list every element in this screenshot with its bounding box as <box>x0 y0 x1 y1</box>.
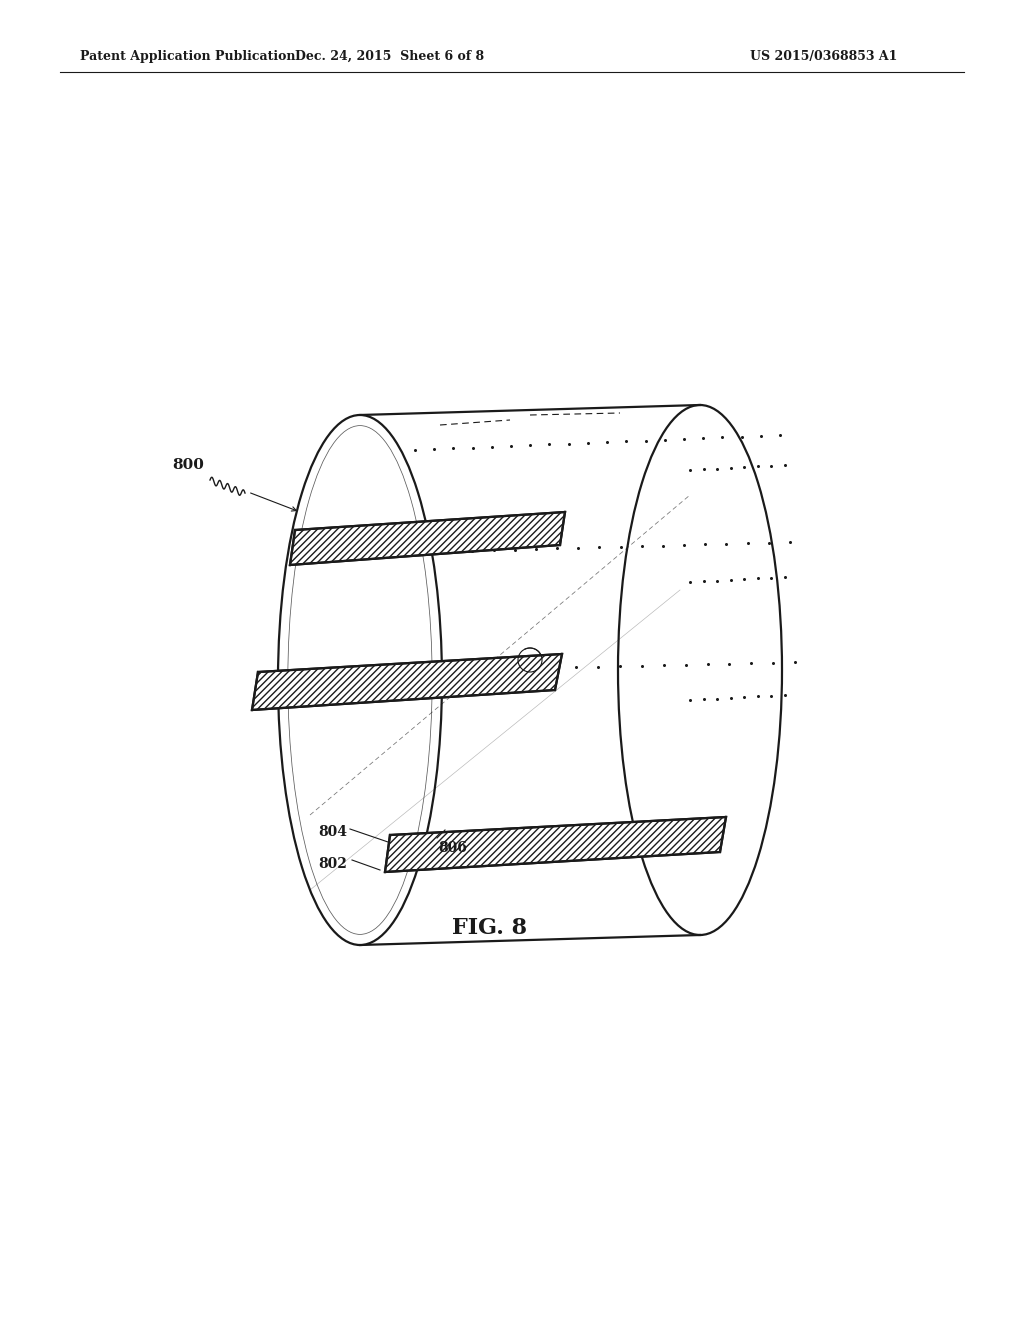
Polygon shape <box>290 512 565 565</box>
Polygon shape <box>385 817 726 873</box>
Ellipse shape <box>278 414 442 945</box>
Text: Dec. 24, 2015  Sheet 6 of 8: Dec. 24, 2015 Sheet 6 of 8 <box>296 50 484 63</box>
Ellipse shape <box>618 405 782 935</box>
Text: Patent Application Publication: Patent Application Publication <box>80 50 296 63</box>
Text: 800: 800 <box>172 458 204 473</box>
Text: US 2015/0368853 A1: US 2015/0368853 A1 <box>750 50 897 63</box>
Text: 806: 806 <box>438 841 467 855</box>
Text: FIG. 8: FIG. 8 <box>453 917 527 939</box>
Polygon shape <box>252 653 562 710</box>
Text: 802: 802 <box>318 857 347 871</box>
Polygon shape <box>360 405 700 945</box>
Text: 804: 804 <box>318 825 347 840</box>
